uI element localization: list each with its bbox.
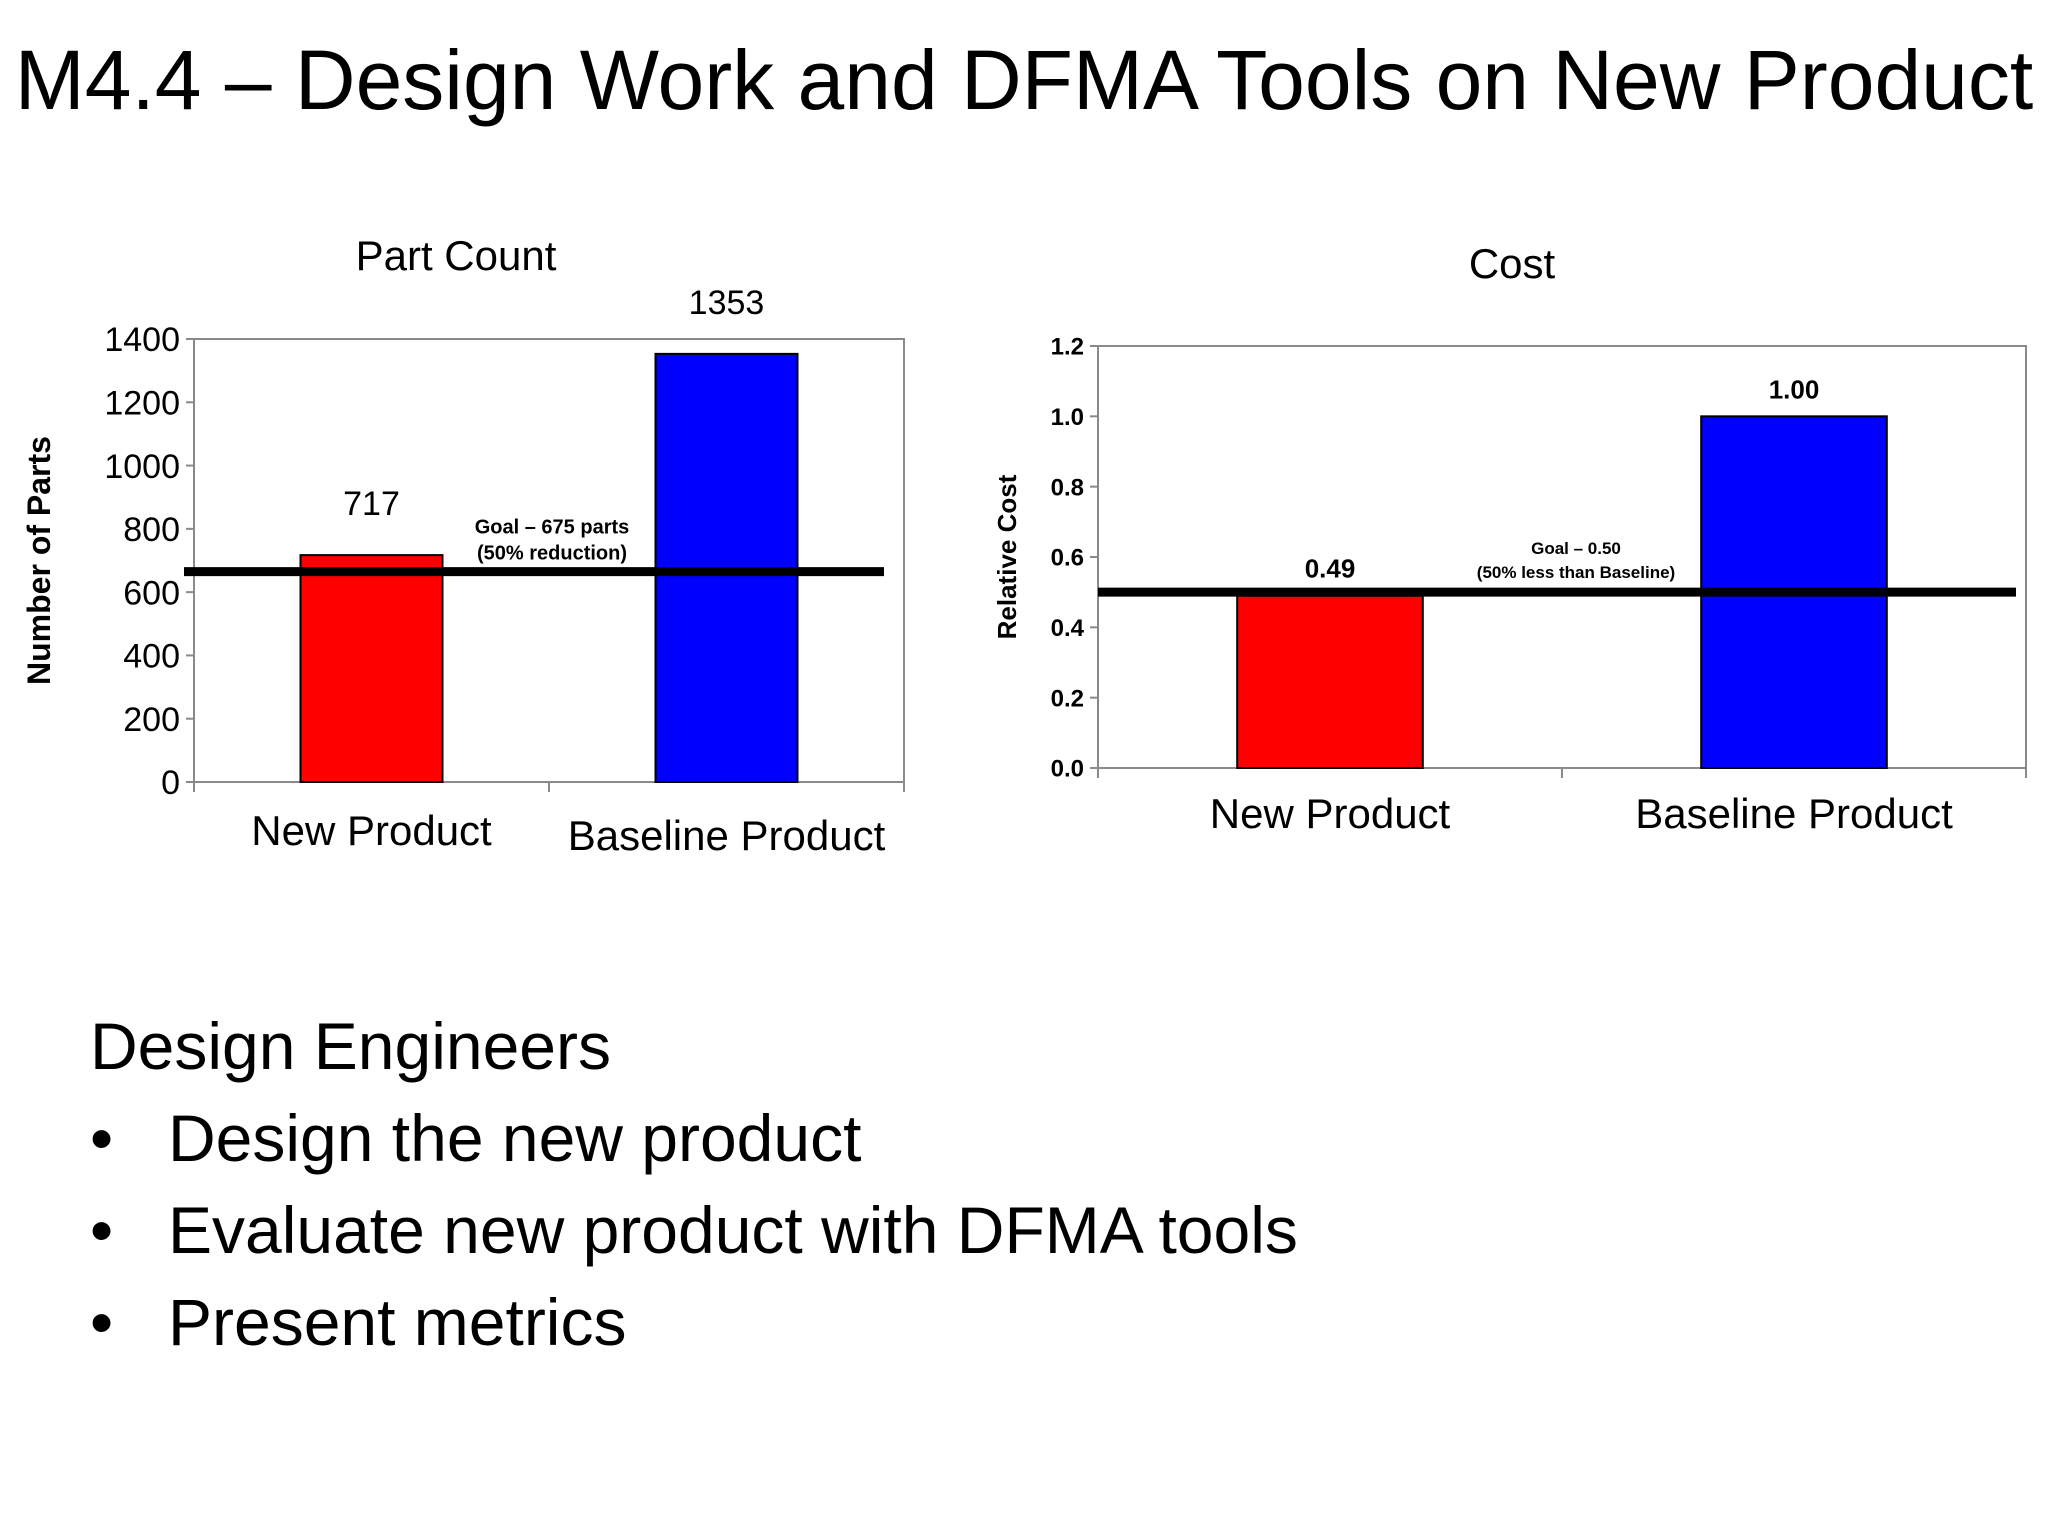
- y-tick-label: 1000: [104, 448, 180, 486]
- y-tick-label: 0: [161, 764, 180, 802]
- x-category-label: Baseline Product: [1635, 790, 1953, 837]
- bar-new-product: [299, 554, 444, 784]
- y-tick-label: 200: [123, 701, 180, 739]
- goal-label-line1: Goal – 0.50: [1531, 539, 1621, 558]
- chart-title: Part Count: [356, 232, 557, 279]
- bullet-icon: •: [90, 1101, 114, 1175]
- bullet-icon: •: [90, 1285, 114, 1359]
- x-category-label: New Product: [251, 807, 492, 854]
- bullets-heading: Design Engineers: [90, 1009, 611, 1083]
- part-count-chart: Part Count 0 200 400 600 800 1000 1200 1400 Numbe…: [21, 232, 905, 859]
- y-tick-label: 0.0: [1051, 756, 1084, 783]
- bullet-text: Present metrics: [168, 1285, 627, 1359]
- bar-new-product: [1236, 594, 1424, 770]
- bullet-item-evaluate: • Evaluate new product with DFMA tools: [90, 1184, 1298, 1276]
- slide-title: M4.4 – Design Work and DFMA Tools on New…: [14, 33, 2034, 127]
- y-tick-label: 600: [123, 574, 180, 612]
- y-tick-label: 0.6: [1051, 545, 1084, 572]
- y-tick-label: 1.2: [1051, 334, 1084, 361]
- goal-label-line2: (50% reduction): [477, 543, 627, 565]
- goal-label-line2: (50% less than Baseline): [1477, 563, 1675, 582]
- bullet-section: Design Engineers • Design the new produc…: [90, 1000, 1298, 1368]
- y-axis-label: Number of Parts: [21, 436, 57, 685]
- y-tick-label: 800: [123, 511, 180, 549]
- bullet-item-present: • Present metrics: [90, 1276, 1298, 1368]
- x-category-label: Baseline Product: [568, 812, 886, 859]
- cost-chart: Cost 0.0 0.2 0.4 0.6 0.8 1.0 1.2 Relative Cost 0.…: [992, 240, 2027, 837]
- y-tick-label: 1.0: [1051, 404, 1084, 431]
- y-tick-label: 0.4: [1051, 615, 1085, 642]
- y-tick-label: 400: [123, 638, 180, 676]
- chart-title: Cost: [1469, 240, 1556, 287]
- goal-label-line1: Goal – 675 parts: [475, 517, 630, 539]
- bar-value-label: 717: [343, 485, 400, 523]
- bullet-list: • Design the new product • Evaluate new …: [90, 1092, 1298, 1368]
- y-tick-label: 1400: [104, 321, 180, 359]
- bar-value-label: 1353: [689, 284, 765, 322]
- y-tick-label: 0.8: [1051, 474, 1084, 501]
- bullet-text: Design the new product: [168, 1101, 862, 1175]
- y-tick-label: 0.2: [1051, 685, 1084, 712]
- bar-value-label: 0.49: [1305, 554, 1356, 584]
- bullet-text: Evaluate new product with DFMA tools: [168, 1193, 1298, 1267]
- bar-value-label: 1.00: [1769, 374, 1820, 404]
- bullet-item-design: • Design the new product: [90, 1092, 1298, 1184]
- y-tick-label: 1200: [104, 385, 180, 423]
- x-category-label: New Product: [1210, 790, 1451, 837]
- y-axis-label: Relative Cost: [992, 474, 1022, 639]
- bullet-icon: •: [90, 1193, 114, 1267]
